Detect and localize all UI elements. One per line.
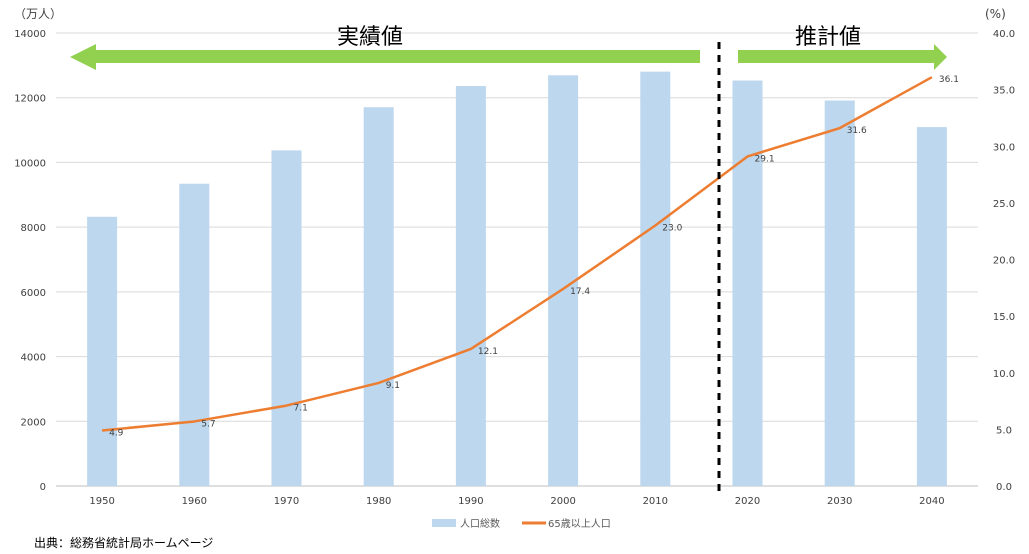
legend-bar-label: 人口総数 <box>460 517 500 530</box>
x-tick-label: 2030 <box>827 496 852 507</box>
source-note: 出典：総務省統計局ホームページ <box>34 535 213 550</box>
x-axis-ticks: 1950 1960 1970 1980 1990 2000 2010 2020 2030 2040 <box>89 496 944 507</box>
x-tick-label: 2040 <box>919 496 944 507</box>
y-left-tick-label: 10000 <box>14 158 46 169</box>
x-tick-label: 1980 <box>366 496 391 507</box>
line-65plus <box>101 76 933 432</box>
data-label: 23.0 <box>662 224 682 234</box>
actual-phase-label: 実績値 <box>337 25 403 50</box>
y-left-axis-ticks: 0 2000 4000 6000 8000 10000 12000 14000 <box>14 29 46 493</box>
data-label: 29.1 <box>755 154 775 164</box>
data-label: 5.7 <box>201 419 215 429</box>
legend-bar-swatch <box>432 519 456 527</box>
x-tick-label: 2010 <box>643 496 668 507</box>
bar <box>271 150 302 486</box>
y-right-tick-label: 10.0 <box>993 369 1015 380</box>
x-tick-label: 1960 <box>182 496 207 507</box>
bar <box>916 127 947 486</box>
y-right-unit: (%) <box>985 7 1006 21</box>
bar <box>455 86 486 486</box>
data-label: 31.6 <box>847 126 867 136</box>
y-right-tick-label: 35.0 <box>993 86 1015 97</box>
bar <box>363 107 394 486</box>
y-left-unit: （万人） <box>14 7 62 21</box>
y-left-tick-label: 12000 <box>14 94 46 105</box>
y-right-tick-label: 0.0 <box>996 482 1012 493</box>
y-left-tick-label: 8000 <box>21 223 46 234</box>
y-right-tick-label: 40.0 <box>993 29 1015 40</box>
y-left-tick-label: 0 <box>40 482 46 493</box>
x-tick-label: 1990 <box>458 496 483 507</box>
data-label: 9.1 <box>386 381 400 391</box>
bar <box>824 100 855 486</box>
data-label: 4.9 <box>109 429 124 439</box>
data-label: 36.1 <box>939 75 959 85</box>
legend-line-label: 65歳以上人口 <box>548 518 611 530</box>
y-left-tick-label: 14000 <box>14 29 46 40</box>
y-left-tick-label: 4000 <box>21 353 46 364</box>
bar <box>87 216 118 486</box>
x-tick-label: 1970 <box>274 496 299 507</box>
data-label: 7.1 <box>294 404 308 414</box>
projected-phase-label: 推計値 <box>795 25 861 50</box>
projected-arrow <box>738 44 947 70</box>
y-left-tick-label: 6000 <box>21 288 46 299</box>
data-label: 17.4 <box>570 287 590 297</box>
gridlines <box>56 32 978 487</box>
actual-arrow <box>70 44 700 70</box>
line-series <box>101 76 933 432</box>
x-tick-label: 2000 <box>550 496 575 507</box>
bar <box>179 183 210 486</box>
bar <box>640 71 671 486</box>
x-tick-label: 1950 <box>89 496 114 507</box>
bar <box>732 80 763 487</box>
y-right-tick-label: 15.0 <box>993 312 1015 323</box>
x-tick-label: 2020 <box>735 496 760 507</box>
data-label: 12.1 <box>478 347 498 357</box>
y-right-tick-label: 30.0 <box>993 142 1015 153</box>
y-right-tick-label: 25.0 <box>993 199 1015 210</box>
legend: 人口総数 65歳以上人口 <box>432 517 611 530</box>
y-right-axis-ticks: 0.0 5.0 10.0 15.0 20.0 25.0 30.0 35.0 40.0 <box>993 29 1015 493</box>
y-left-tick-label: 2000 <box>21 417 46 428</box>
y-right-tick-label: 5.0 <box>996 425 1012 436</box>
y-right-tick-label: 20.0 <box>993 256 1015 267</box>
bar-series <box>87 71 947 487</box>
data-labels: 4.9 5.7 7.1 9.1 12.1 17.4 23.0 29.1 31.6 36.1 <box>109 75 959 438</box>
